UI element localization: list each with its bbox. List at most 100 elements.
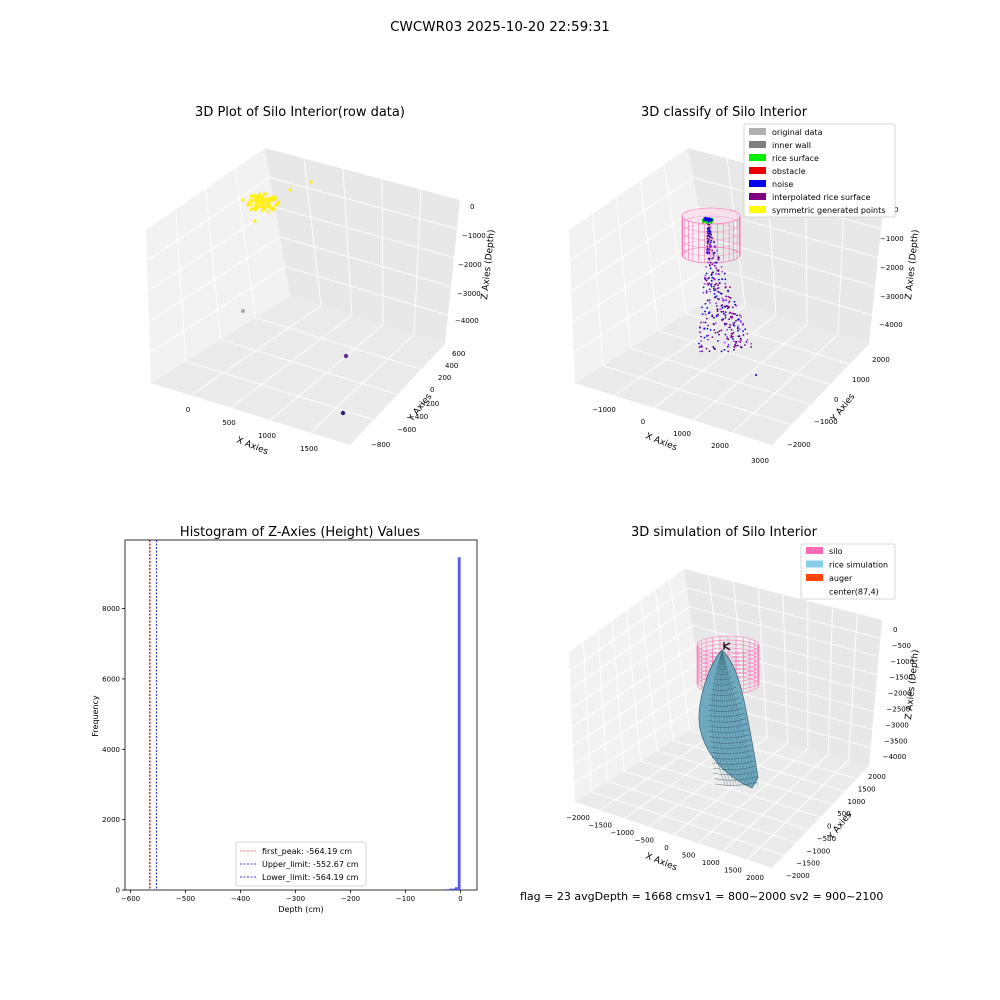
hist-y-label: Frequency <box>91 695 100 737</box>
classify-point <box>714 296 717 299</box>
sim-y-tick-label: 1500 <box>858 785 876 793</box>
classify-point <box>726 305 729 308</box>
hist-y-ticks: 0 2000 4000 6000 8000 <box>102 605 125 895</box>
classify-point <box>708 248 711 251</box>
classify-point <box>728 326 731 329</box>
classify-point <box>715 273 717 275</box>
classify-point <box>736 314 738 317</box>
grid-line <box>614 305 746 396</box>
classify-point <box>728 318 731 321</box>
classify-point <box>714 288 717 291</box>
grid-line <box>569 587 688 672</box>
sim-x-tick-label: 2000 <box>746 874 764 882</box>
rice-mesh-line <box>721 649 755 786</box>
classify-point <box>715 305 718 307</box>
classify-point <box>708 350 711 353</box>
sim-y-tick-label: −2000 <box>786 872 810 880</box>
classify-point <box>711 336 714 338</box>
raw-point <box>248 198 252 202</box>
sim-z-tick-label: −3500 <box>884 737 908 745</box>
raw-y-tick-label: −600 <box>397 426 416 434</box>
rice-mesh-line <box>714 776 758 781</box>
classify-x-tick-label: 3000 <box>751 457 769 465</box>
classify-point <box>710 273 713 276</box>
sim-y-tick-label: 0 <box>827 823 831 831</box>
classify-z-tick-label: −4000 <box>879 321 903 329</box>
hist-y-tick-label: 6000 <box>102 675 120 683</box>
grid-line <box>639 180 659 331</box>
classify-point <box>704 321 707 324</box>
classify-point <box>705 266 707 268</box>
sim-legend: silo rice simulation auger center(87,4) <box>800 543 896 600</box>
classify-point <box>700 335 702 338</box>
hist-bar <box>455 887 458 890</box>
classify-point <box>718 278 720 281</box>
noise-point <box>755 374 757 376</box>
classify-point <box>706 249 708 251</box>
classify-point <box>710 284 712 286</box>
classify-point <box>729 311 731 314</box>
sim-z-tick-label: −4000 <box>883 753 907 761</box>
classify-point <box>735 342 737 344</box>
classify-point <box>725 322 728 325</box>
grid-line <box>175 209 187 362</box>
grid-line <box>573 266 710 353</box>
hist-legend: first_peak: -564.19 cm Upper_limit: -552.… <box>235 841 367 887</box>
classify-point <box>727 289 729 292</box>
classify-point <box>720 266 723 268</box>
hist-x-label: Depth (cm) <box>278 905 323 914</box>
grid-line <box>185 360 374 421</box>
classify-point <box>735 319 737 322</box>
raw-point <box>253 207 257 211</box>
classify-point <box>750 346 752 348</box>
rice-surface-point <box>706 221 709 225</box>
raw-point <box>246 203 250 207</box>
raw-3d-box <box>146 148 460 445</box>
classify-point <box>706 237 709 240</box>
sim-x-tick-label: −2000 <box>566 814 590 822</box>
grid-line <box>571 644 696 728</box>
classify-point <box>733 346 736 349</box>
legend-entry: Upper_limit: -552.67 cm <box>262 860 359 869</box>
classify-point <box>710 282 713 285</box>
classify-point <box>721 306 724 309</box>
sim-x-tick-label: −1000 <box>610 829 634 837</box>
classify-point <box>700 321 702 324</box>
classify-point <box>737 340 740 343</box>
classify-point <box>711 237 714 240</box>
grid-line <box>697 748 809 844</box>
classify-point <box>710 236 712 239</box>
classify-point <box>745 341 748 343</box>
classify-point <box>714 246 716 248</box>
grid-line <box>747 759 849 861</box>
classify-point <box>721 319 724 322</box>
hist-x-tick-label: 0 <box>458 895 462 903</box>
classify-point <box>733 321 736 324</box>
raw-point <box>241 198 245 202</box>
rice-mesh-line <box>713 676 733 681</box>
classify-point <box>724 311 727 313</box>
legend-entry: center(87,4) <box>829 588 879 597</box>
grid-line <box>616 197 632 349</box>
classify-point <box>703 283 706 285</box>
grid-line <box>602 365 792 426</box>
classify-point <box>703 328 706 330</box>
raw-point <box>262 205 266 209</box>
classify-point <box>708 288 711 291</box>
raw-points <box>241 180 349 416</box>
classify-point <box>713 285 715 288</box>
raw-point <box>269 206 273 211</box>
raw-point <box>273 204 277 208</box>
sim-z-tick-label: 0 <box>893 626 897 634</box>
raw-outlier-point <box>343 353 349 359</box>
classify-point <box>724 333 727 336</box>
hist-y-tick-label: 2000 <box>102 816 120 824</box>
classify-point <box>702 291 705 294</box>
classify-point <box>732 338 734 340</box>
classify-point <box>707 338 709 341</box>
hist-x-ticks: −600 −500 −400 −300 −200 −100 0 <box>121 890 463 903</box>
raw-y-tick-label: 400 <box>445 362 458 370</box>
raw-z-ticks: 0 −1000 −2000 −3000 −4000 <box>455 203 486 325</box>
classify-point <box>734 343 737 346</box>
